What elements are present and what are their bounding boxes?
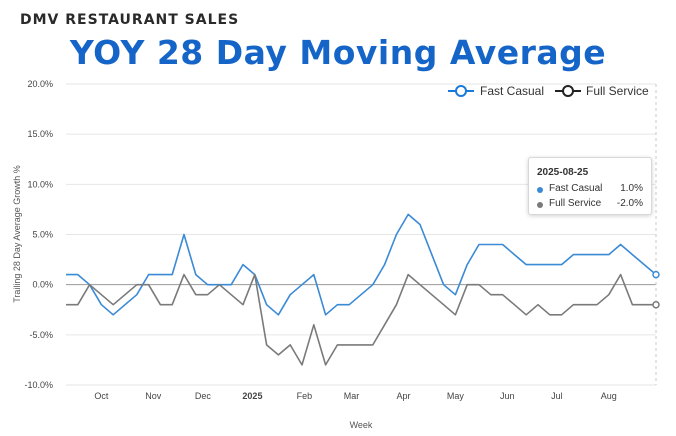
y-tick-label: 5.0% [32, 230, 53, 240]
fast-casual-dot-icon [537, 187, 543, 193]
series-line-fast-casual [66, 213, 657, 316]
legend-marker-fast-casual [455, 85, 467, 97]
tooltip-value: 1.0% [620, 183, 643, 194]
x-tick-label: Oct [94, 391, 109, 401]
x-tick-label: 2025 [242, 391, 262, 401]
y-tick-label: 20.0% [27, 79, 53, 89]
series-line-full-service [66, 273, 656, 366]
tooltip-label: Fast Casual [549, 183, 603, 194]
tooltip-value: -2.0% [616, 198, 643, 209]
y-tick-label: -5.0% [29, 330, 53, 340]
x-tick-label: Jun [500, 391, 515, 401]
y-tick-label: 10.0% [27, 179, 53, 189]
hover-point-full-service [652, 300, 660, 309]
x-axis-title: Week [350, 420, 373, 430]
tooltip-row-full-service: Full Service -2.0% [537, 198, 643, 212]
chart-kicker: DMV RESTAURANT SALES [20, 12, 240, 28]
legend-marker-full-service [562, 85, 574, 97]
y-tick-label: -10.0% [24, 380, 53, 390]
hover-point-fast-casual [652, 270, 660, 279]
x-tick-label: Nov [145, 391, 162, 401]
x-tick-label: May [447, 391, 465, 401]
tooltip-date: 2025-08-25 [537, 167, 589, 178]
tooltip-row-fast-casual: Fast Casual 1.0% [537, 183, 643, 197]
x-tick-label: Apr [396, 391, 410, 401]
legend-label-full-service: Full Service [586, 84, 649, 98]
chart-title: YOY 28 Day Moving Average [69, 33, 607, 72]
legend-label-fast-casual: Fast Casual [480, 84, 544, 98]
x-tick-label: Dec [195, 391, 212, 401]
y-axis-title: Trailing 28 Day Average Growth % [12, 165, 22, 303]
hover-tooltip: 2025-08-25 Fast Casual 1.0% Full Service… [528, 157, 652, 215]
y-tick-label: 15.0% [27, 129, 53, 139]
x-tick-label: Aug [601, 391, 617, 401]
full-service-dot-icon [537, 202, 543, 208]
tooltip-label: Full Service [549, 198, 602, 209]
x-tick-label: Jul [551, 391, 563, 401]
x-tick-label: Feb [297, 391, 313, 401]
y-tick-label: 0.0% [32, 280, 53, 290]
x-tick-label: Mar [344, 391, 360, 401]
